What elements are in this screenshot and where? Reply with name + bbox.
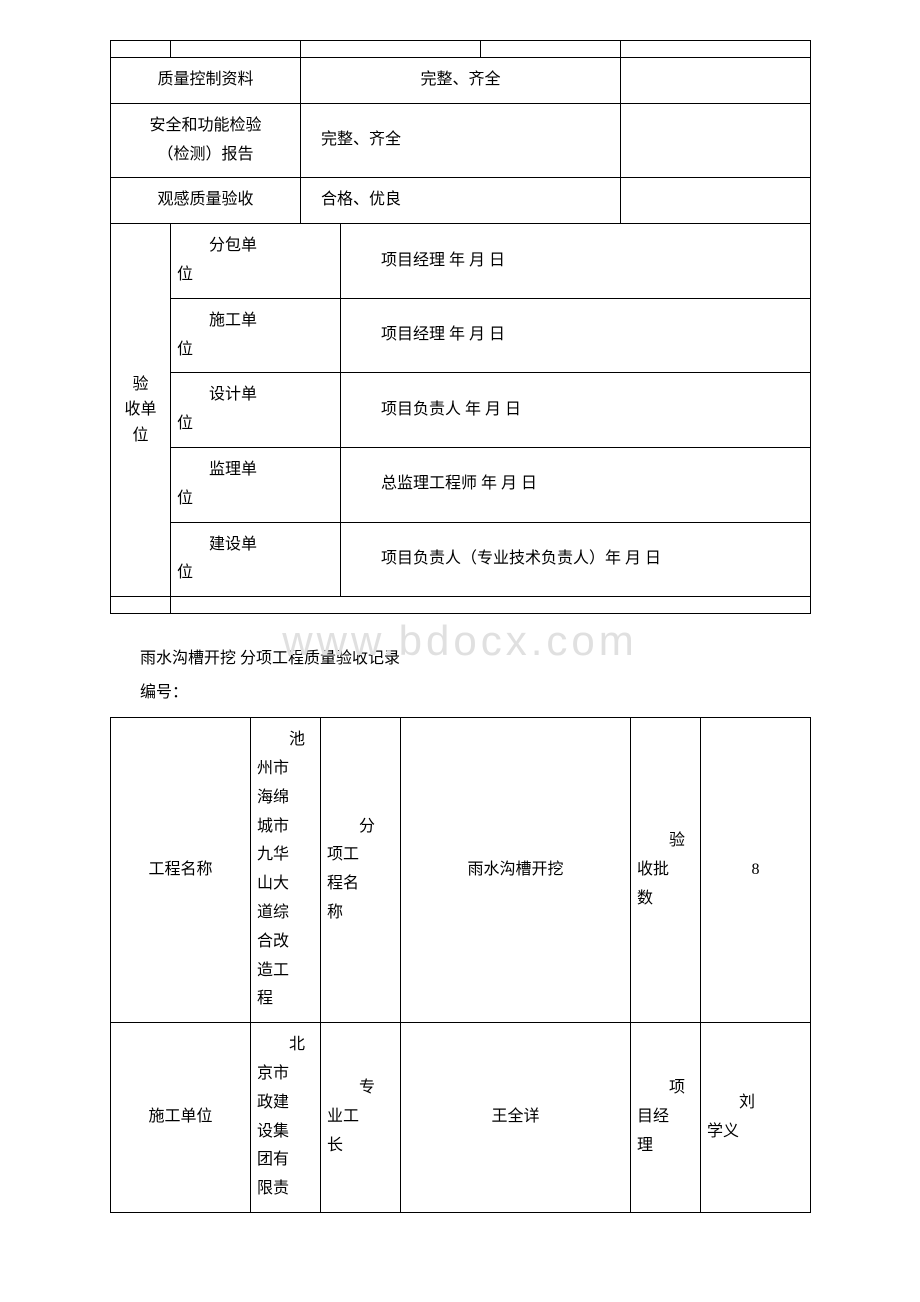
empty-cell xyxy=(621,103,811,178)
empty-cell xyxy=(171,41,301,58)
acceptance-table-1: 质量控制资料 完整、齐全 安全和功能检验 （检测）报告 完整、齐全 观感质量验收… xyxy=(110,40,811,614)
table-row: 验收单位 分包单位 项目经理 年 月 日 xyxy=(111,224,811,299)
project-name-value: 池州市海绵城市九华山大道综合改造工程 xyxy=(251,718,321,1023)
table-row xyxy=(111,597,811,614)
construction-unit-label: 施工单位 xyxy=(111,1023,251,1213)
subitem-name-label: 分项工程名称 xyxy=(321,718,401,1023)
table-row: 施工单位 项目经理 年 月 日 xyxy=(111,298,811,373)
project-name-label: 工程名称 xyxy=(111,718,251,1023)
section-subtitle: 编号： xyxy=(140,678,810,702)
batch-count-label: 验收批数 xyxy=(631,718,701,1023)
safety-label-l2: （检测）报告 xyxy=(117,141,294,170)
signoff-unit: 设计单位 xyxy=(171,373,341,448)
empty-cell xyxy=(621,178,811,224)
safety-function-label: 安全和功能检验 （检测）报告 xyxy=(111,103,301,178)
signoff-unit: 施工单位 xyxy=(171,298,341,373)
foreman-value: 王全详 xyxy=(401,1023,631,1213)
batch-count-value: 8 xyxy=(701,718,811,1023)
foreman-label: 专业工长 xyxy=(321,1023,401,1213)
table-row: 工程名称 池州市海绵城市九华山大道综合改造工程 分项工程名称 雨水沟槽开挖 验收… xyxy=(111,718,811,1023)
table-row: 观感质量验收 合格、优良 xyxy=(111,178,811,224)
signoff-content: 项目负责人（专业技术负责人）年 月 日 xyxy=(341,522,811,597)
pm-label: 项目经理 xyxy=(631,1023,701,1213)
acceptance-table-2: 工程名称 池州市海绵城市九华山大道综合改造工程 分项工程名称 雨水沟槽开挖 验收… xyxy=(110,717,811,1213)
pm-value: 刘学义 xyxy=(701,1023,811,1213)
empty-cell xyxy=(621,58,811,104)
signoff-content: 项目负责人 年 月 日 xyxy=(341,373,811,448)
table-row xyxy=(111,41,811,58)
signoff-unit: 分包单位 xyxy=(171,224,341,299)
table-row: 施工单位 北京市政建设集团有限责 专业工长 王全详 项目经理 刘学义 xyxy=(111,1023,811,1213)
signoff-content: 项目经理 年 月 日 xyxy=(341,298,811,373)
empty-cell xyxy=(301,41,481,58)
table-row: 质量控制资料 完整、齐全 xyxy=(111,58,811,104)
section-title: 雨水沟槽开挖 分项工程质量验收记录 xyxy=(140,644,810,668)
quality-control-label: 质量控制资料 xyxy=(111,58,301,104)
signoff-content: 项目经理 年 月 日 xyxy=(341,224,811,299)
empty-cell xyxy=(481,41,621,58)
empty-cell xyxy=(111,597,171,614)
safety-label-l1: 安全和功能检验 xyxy=(117,112,294,141)
empty-cell xyxy=(621,41,811,58)
visual-quality-value: 合格、优良 xyxy=(301,178,621,224)
signoff-content: 总监理工程师 年 月 日 xyxy=(341,447,811,522)
signoff-unit: 建设单位 xyxy=(171,522,341,597)
empty-cell xyxy=(171,597,811,614)
subitem-name-value: 雨水沟槽开挖 xyxy=(401,718,631,1023)
signoff-unit: 监理单位 xyxy=(171,447,341,522)
visual-quality-label: 观感质量验收 xyxy=(111,178,301,224)
construction-unit-value: 北京市政建设集团有限责 xyxy=(251,1023,321,1213)
empty-cell xyxy=(111,41,171,58)
table-row: 监理单位 总监理工程师 年 月 日 xyxy=(111,447,811,522)
safety-function-value: 完整、齐全 xyxy=(301,103,621,178)
table-row: 设计单位 项目负责人 年 月 日 xyxy=(111,373,811,448)
table-row: 安全和功能检验 （检测）报告 完整、齐全 xyxy=(111,103,811,178)
quality-control-value: 完整、齐全 xyxy=(301,58,621,104)
signoff-section-label: 验收单位 xyxy=(111,224,171,597)
table-row: 建设单位 项目负责人（专业技术负责人）年 月 日 xyxy=(111,522,811,597)
